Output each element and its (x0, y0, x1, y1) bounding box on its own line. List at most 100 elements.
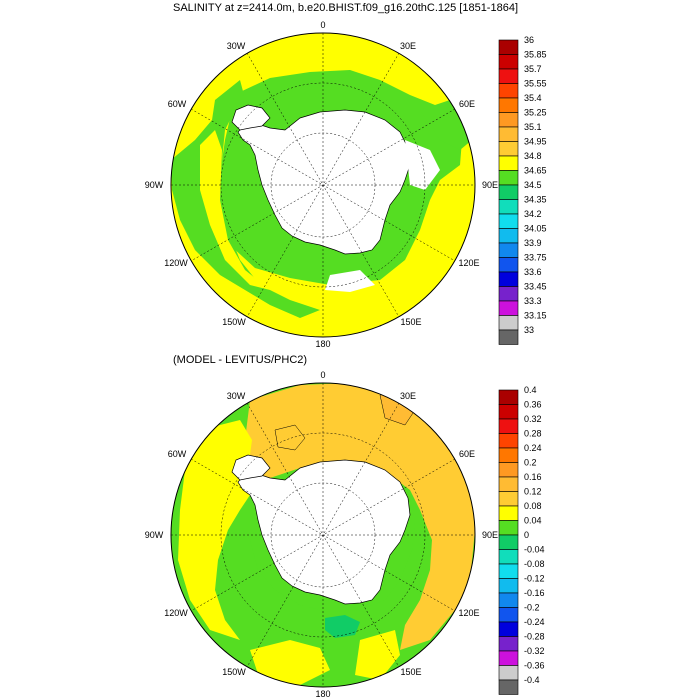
top-colorbar-label: 34.05 (524, 224, 547, 234)
bottom-colorbar-swatch (498, 389, 519, 405)
bottom-colorbar-swatch (498, 592, 519, 608)
bottom-colorbar-label: -0.36 (524, 661, 545, 671)
bottom-colorbar-label: 0 (524, 530, 529, 540)
top-colorbar-label: 34.8 (524, 151, 542, 161)
bottom-yellow-south (250, 640, 330, 685)
bottom-yellow-se (355, 630, 400, 680)
top-colorbar-label: 33.15 (524, 311, 547, 321)
bottom-lon-label-30e: 30E (400, 391, 416, 401)
top-colorbar-swatch (498, 286, 519, 302)
top-colorbar-swatch (498, 213, 519, 229)
top-colorbar-label: 35.55 (524, 79, 547, 89)
top-colorbar-label: 33.3 (524, 296, 542, 306)
bottom-antarctica (237, 459, 411, 605)
top-colorbar-swatch (498, 83, 519, 99)
top-colorbar-swatch (498, 170, 519, 186)
bottom-colorbar-swatch (498, 665, 519, 681)
bottom-colorbar-label: 0.04 (524, 516, 542, 526)
bottom-yellow-band (178, 420, 252, 640)
bottom-negative-patch (325, 615, 360, 638)
bottom-colorbar-swatch (498, 462, 519, 478)
top-colorbar-swatch (498, 54, 519, 70)
top-map: 0 30E 60E 90E 120E 150E 180 150W 120W 90… (145, 20, 498, 349)
top-colorbar-swatch (498, 271, 519, 287)
top-colorbar-swatch (498, 242, 519, 258)
bottom-colorbar-swatch (498, 650, 519, 666)
top-colorbar-swatch (498, 141, 519, 157)
top-colorbar-label: 34.35 (524, 195, 547, 205)
bottom-lon-label-120w: 120W (164, 608, 188, 618)
top-map-border (170, 32, 476, 338)
top-colorbar-label: 35.85 (524, 50, 547, 60)
bottom-lon-label-60e: 60E (459, 449, 475, 459)
top-colorbar-label: 34.65 (524, 166, 547, 176)
bottom-positive-patch-nw (274, 424, 306, 451)
bottom-colorbar-swatch (498, 418, 519, 434)
top-lon-label-60w: 60W (168, 99, 187, 109)
bottom-colorbar-label: -0.24 (524, 617, 545, 627)
top-lon-label-120e: 120E (458, 258, 479, 268)
bottom-map-border (170, 382, 476, 688)
top-colorbar-label: 33.9 (524, 238, 542, 248)
top-colorbar-label: 35.7 (524, 64, 542, 74)
bottom-colorbar: 0.4 0.36 0.32 0.28 0.24 0.2 0.16 0.12 0.08 0.04 0 -… (498, 385, 545, 695)
bottom-colorbar-label: 0.28 (524, 429, 542, 439)
bottom-colorbar-label: 0.16 (524, 472, 542, 482)
top-colorbar-label: 36 (524, 35, 534, 45)
top-colorbar: 36 35.85 35.7 35.55 35.4 35.25 35.1 34.95 34.8 34… (498, 35, 547, 345)
top-lon-label-60e: 60E (459, 99, 475, 109)
top-lon-label-180: 180 (315, 339, 330, 349)
bottom-colorbar-swatch (498, 549, 519, 565)
top-colorbar-swatch (498, 184, 519, 200)
bottom-colorbar-swatch (498, 520, 519, 536)
bottom-colorbar-label: 0.2 (524, 458, 537, 468)
bottom-lon-label-90e: 90E (482, 530, 498, 540)
top-colorbar-swatch (498, 155, 519, 171)
bottom-panel-title: (MODEL - LEVITUS/PHC2) (173, 354, 308, 366)
top-colorbar-label: 35.25 (524, 108, 547, 118)
bottom-colorbar-label: -0.04 (524, 545, 545, 555)
top-colorbar-label: 34.2 (524, 209, 542, 219)
top-white-patch-ne (405, 140, 440, 190)
top-panel-title: SALINITY at z=2414.0m, b.e20.BHIST.f09_g… (173, 2, 519, 14)
bottom-colorbar-swatch (498, 491, 519, 507)
bottom-colorbar-label: -0.28 (524, 632, 545, 642)
top-colorbar-label: 35.1 (524, 122, 542, 132)
top-colorbar-swatch (498, 39, 519, 55)
top-colorbar-swatch (498, 329, 519, 345)
top-colorbar-swatch (498, 126, 519, 142)
top-colorbar-label: 33.75 (524, 253, 547, 263)
top-colorbar-label: 33 (524, 325, 534, 335)
top-colorbar-swatch (498, 199, 519, 215)
bottom-lon-label-150e: 150E (400, 667, 421, 677)
bottom-colorbar-swatch (498, 404, 519, 420)
top-lon-label-120w: 120W (164, 258, 188, 268)
bottom-positive-region (242, 383, 475, 650)
bottom-colorbar-label: -0.08 (524, 559, 545, 569)
bottom-lon-label-150w: 150W (222, 667, 246, 677)
bottom-lon-label-180: 180 (315, 689, 330, 699)
bottom-colorbar-label: -0.16 (524, 588, 545, 598)
bottom-colorbar-label: 0.08 (524, 501, 542, 511)
top-colorbar-label: 34.5 (524, 180, 542, 190)
top-lon-label-30e: 30E (400, 41, 416, 51)
bottom-colorbar-label: 0.36 (524, 400, 542, 410)
bottom-colorbar-swatch (498, 505, 519, 521)
bottom-colorbar-label: -0.12 (524, 574, 545, 584)
bottom-colorbar-label: -0.4 (524, 675, 540, 685)
top-colorbar-label: 35.4 (524, 93, 542, 103)
top-colorbar-swatch (498, 257, 519, 273)
top-lon-label-150e: 150E (400, 317, 421, 327)
bottom-lon-label-120e: 120E (458, 608, 479, 618)
top-lon-label-150w: 150W (222, 317, 246, 327)
bottom-map: 0 30E 60E 90E 120E 150E 180 150W 120W 90… (145, 370, 498, 699)
bottom-colorbar-label: -0.32 (524, 646, 545, 656)
top-yellow-inner (200, 130, 270, 290)
bottom-lon-label-90w: 90W (145, 530, 164, 540)
top-colorbar-swatch (498, 112, 519, 128)
top-colorbar-swatch (498, 228, 519, 244)
bottom-colorbar-swatch (498, 578, 519, 594)
bottom-colorbar-swatch (498, 534, 519, 550)
bottom-colorbar-label: 0.4 (524, 385, 537, 395)
